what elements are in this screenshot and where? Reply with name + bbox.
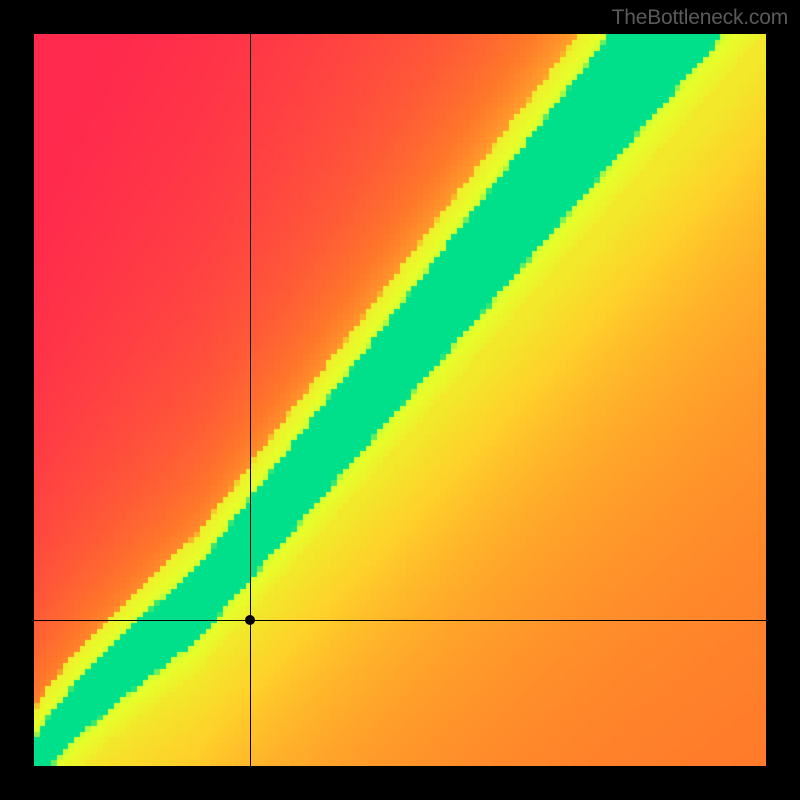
plot-area: [34, 34, 766, 766]
crosshair-vertical: [250, 34, 251, 766]
crosshair-horizontal: [34, 620, 766, 621]
watermark-text: TheBottleneck.com: [612, 6, 788, 30]
crosshair-marker: [245, 615, 255, 625]
heatmap-canvas: [34, 34, 766, 766]
